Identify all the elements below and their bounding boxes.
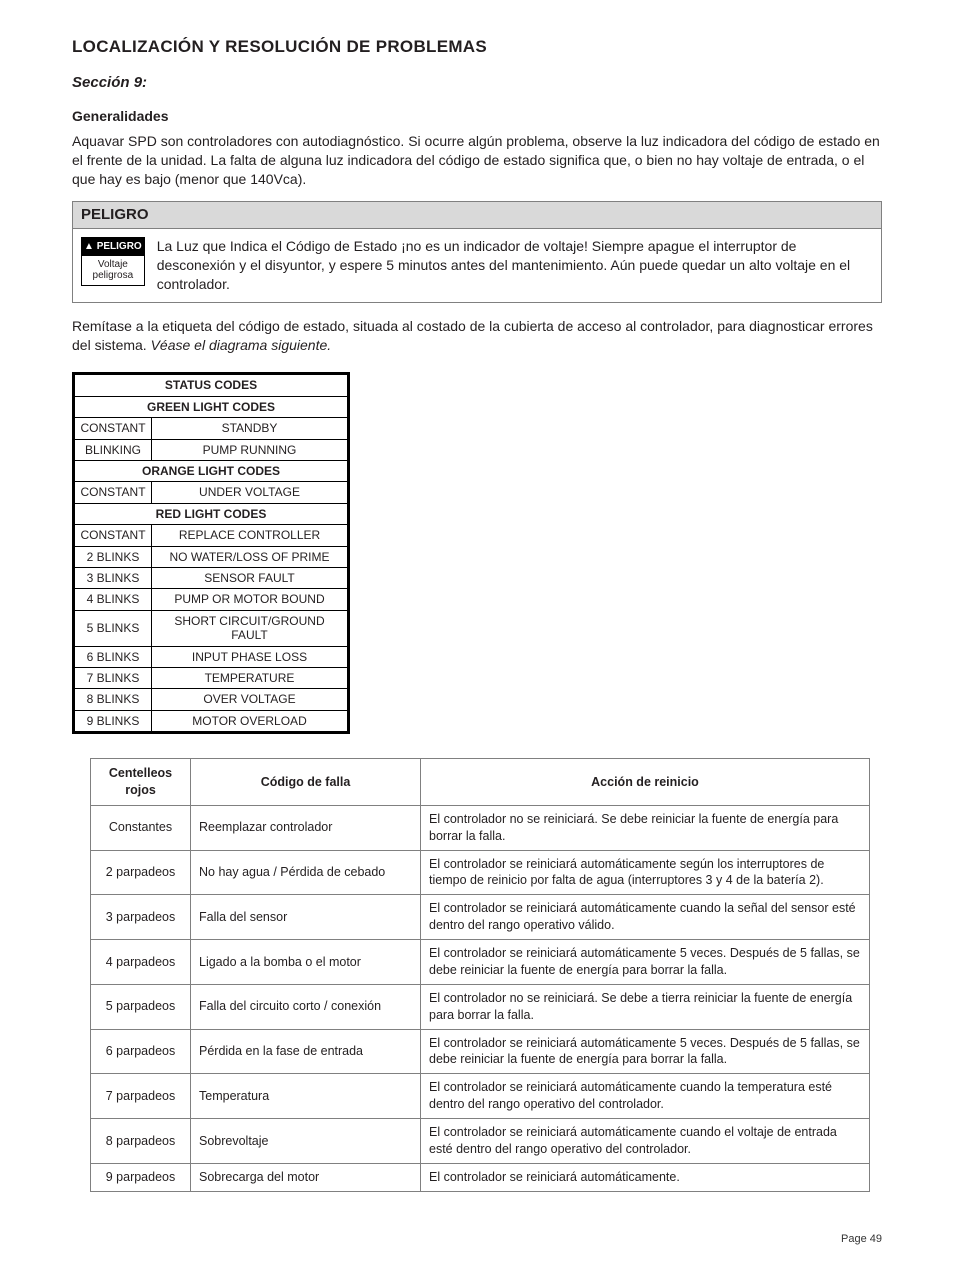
status-codes-table: STATUS CODES GREEN LIGHT CODES CONSTANT …: [72, 372, 350, 734]
page-number: Page 49: [72, 1232, 882, 1247]
fault-blinks-cell: 7 parpadeos: [91, 1074, 191, 1119]
fault-action-table: Centelleos rojos Código de falla Acción …: [90, 758, 870, 1192]
table-row: 2 BLINKSNO WATER/LOSS OF PRIME: [74, 546, 349, 567]
status-cell: CONSTANT: [74, 482, 152, 503]
fault-code-cell: No hay agua / Pérdida de cebado: [191, 850, 421, 895]
status-cell: INPUT PHASE LOSS: [152, 646, 349, 667]
fault-blinks-cell: 4 parpadeos: [91, 940, 191, 985]
table-row: 2 parpadeosNo hay agua / Pérdida de ceba…: [91, 850, 870, 895]
fault-header-action: Acción de reinicio: [421, 759, 870, 806]
table-row: 9 BLINKSMOTOR OVERLOAD: [74, 710, 349, 732]
fault-code-cell: Sobrecarga del motor: [191, 1163, 421, 1191]
status-cell: 7 BLINKS: [74, 667, 152, 688]
status-cell: OVER VOLTAGE: [152, 689, 349, 710]
status-cell: 5 BLINKS: [74, 610, 152, 646]
status-cell: 2 BLINKS: [74, 546, 152, 567]
fault-blinks-cell: 5 parpadeos: [91, 984, 191, 1029]
table-row: CONSTANTREPLACE CONTROLLER: [74, 525, 349, 546]
table-row: 8 parpadeosSobrevoltajeEl controlador se…: [91, 1119, 870, 1164]
table-row: 7 BLINKSTEMPERATURE: [74, 667, 349, 688]
table-row: CONSTANT UNDER VOLTAGE: [74, 482, 349, 503]
fault-blinks-cell: 6 parpadeos: [91, 1029, 191, 1074]
warning-icon: ▲: [84, 241, 94, 252]
table-row: 4 BLINKSPUMP OR MOTOR BOUND: [74, 589, 349, 610]
status-cell: CONSTANT: [74, 418, 152, 439]
fault-header-code: Código de falla: [191, 759, 421, 806]
fault-code-cell: Pérdida en la fase de entrada: [191, 1029, 421, 1074]
fault-blinks-cell: Constantes: [91, 805, 191, 850]
fault-code-cell: Temperatura: [191, 1074, 421, 1119]
fault-action-cell: El controlador se reiniciará automáticam…: [421, 850, 870, 895]
section-title: Sección 9:: [72, 73, 882, 93]
status-cell: 4 BLINKS: [74, 589, 152, 610]
status-cell: 8 BLINKS: [74, 689, 152, 710]
status-cell: NO WATER/LOSS OF PRIME: [152, 546, 349, 567]
table-row: ConstantesReemplazar controladorEl contr…: [91, 805, 870, 850]
fault-action-cell: El controlador se reiniciará automáticam…: [421, 940, 870, 985]
fault-blinks-cell: 9 parpadeos: [91, 1163, 191, 1191]
fault-action-cell: El controlador se reiniciará automáticam…: [421, 1119, 870, 1164]
danger-badge: ▲ PELIGRO Voltaje peligrosa: [81, 237, 145, 286]
table-row: CONSTANT STANDBY: [74, 418, 349, 439]
post-danger-paragraph: Remítase a la etiqueta del código de est…: [72, 317, 882, 355]
table-row: 5 BLINKSSHORT CIRCUIT/GROUND FAULT: [74, 610, 349, 646]
fault-action-cell: El controlador no se reiniciará. Se debe…: [421, 984, 870, 1029]
status-cell: SHORT CIRCUIT/GROUND FAULT: [152, 610, 349, 646]
fault-code-cell: Falla del circuito corto / conexión: [191, 984, 421, 1029]
status-cell: TEMPERATURE: [152, 667, 349, 688]
status-cell: PUMP RUNNING: [152, 439, 349, 460]
fault-action-cell: El controlador se reiniciará automáticam…: [421, 1163, 870, 1191]
fault-code-cell: Falla del sensor: [191, 895, 421, 940]
fault-blinks-cell: 3 parpadeos: [91, 895, 191, 940]
fault-action-cell: El controlador se reiniciará automáticam…: [421, 1029, 870, 1074]
status-cell: SENSOR FAULT: [152, 567, 349, 588]
danger-badge-line2: peligrosa: [93, 270, 134, 281]
table-row: 9 parpadeosSobrecarga del motorEl contro…: [91, 1163, 870, 1191]
fault-blinks-cell: 2 parpadeos: [91, 850, 191, 895]
status-cell: REPLACE CONTROLLER: [152, 525, 349, 546]
table-row: 7 parpadeosTemperaturaEl controlador se …: [91, 1074, 870, 1119]
status-cell: 6 BLINKS: [74, 646, 152, 667]
red-header: RED LIGHT CODES: [74, 503, 349, 524]
table-row: BLINKING PUMP RUNNING: [74, 439, 349, 460]
status-cell: CONSTANT: [74, 525, 152, 546]
fault-action-cell: El controlador se reiniciará automáticam…: [421, 1074, 870, 1119]
danger-badge-line1: Voltaje: [98, 259, 128, 270]
page-title: LOCALIZACIÓN Y RESOLUCIÓN DE PROBLEMAS: [72, 36, 882, 59]
status-cell: 9 BLINKS: [74, 710, 152, 732]
status-cell: MOTOR OVERLOAD: [152, 710, 349, 732]
danger-badge-label: PELIGRO: [97, 241, 142, 252]
orange-header: ORANGE LIGHT CODES: [74, 461, 349, 482]
fault-header-blinks: Centelleos rojos: [91, 759, 191, 806]
fault-code-cell: Sobrevoltaje: [191, 1119, 421, 1164]
status-title: STATUS CODES: [74, 374, 349, 396]
status-cell: UNDER VOLTAGE: [152, 482, 349, 503]
table-row: 5 parpadeosFalla del circuito corto / co…: [91, 984, 870, 1029]
danger-header: PELIGRO: [73, 202, 881, 229]
post-danger-em: Véase el diagrama siguiente.: [151, 337, 332, 353]
subsection-title: Generalidades: [72, 107, 882, 126]
table-row: 8 BLINKSOVER VOLTAGE: [74, 689, 349, 710]
green-header: GREEN LIGHT CODES: [74, 396, 349, 417]
status-cell: 3 BLINKS: [74, 567, 152, 588]
fault-action-cell: El controlador no se reiniciará. Se debe…: [421, 805, 870, 850]
danger-callout: PELIGRO ▲ PELIGRO Voltaje peligrosa La L…: [72, 201, 882, 303]
table-row: 3 BLINKSSENSOR FAULT: [74, 567, 349, 588]
status-cell: PUMP OR MOTOR BOUND: [152, 589, 349, 610]
fault-code-cell: Reemplazar controlador: [191, 805, 421, 850]
danger-text: La Luz que Indica el Código de Estado ¡n…: [157, 237, 873, 294]
status-cell: BLINKING: [74, 439, 152, 460]
fault-action-cell: El controlador se reiniciará automáticam…: [421, 895, 870, 940]
table-row: 4 parpadeosLigado a la bomba o el motorE…: [91, 940, 870, 985]
fault-blinks-cell: 8 parpadeos: [91, 1119, 191, 1164]
table-row: 6 parpadeosPérdida en la fase de entrada…: [91, 1029, 870, 1074]
fault-code-cell: Ligado a la bomba o el motor: [191, 940, 421, 985]
status-cell: STANDBY: [152, 418, 349, 439]
table-row: 6 BLINKSINPUT PHASE LOSS: [74, 646, 349, 667]
table-row: 3 parpadeosFalla del sensorEl controlado…: [91, 895, 870, 940]
intro-paragraph: Aquavar SPD son controladores con autodi…: [72, 132, 882, 189]
